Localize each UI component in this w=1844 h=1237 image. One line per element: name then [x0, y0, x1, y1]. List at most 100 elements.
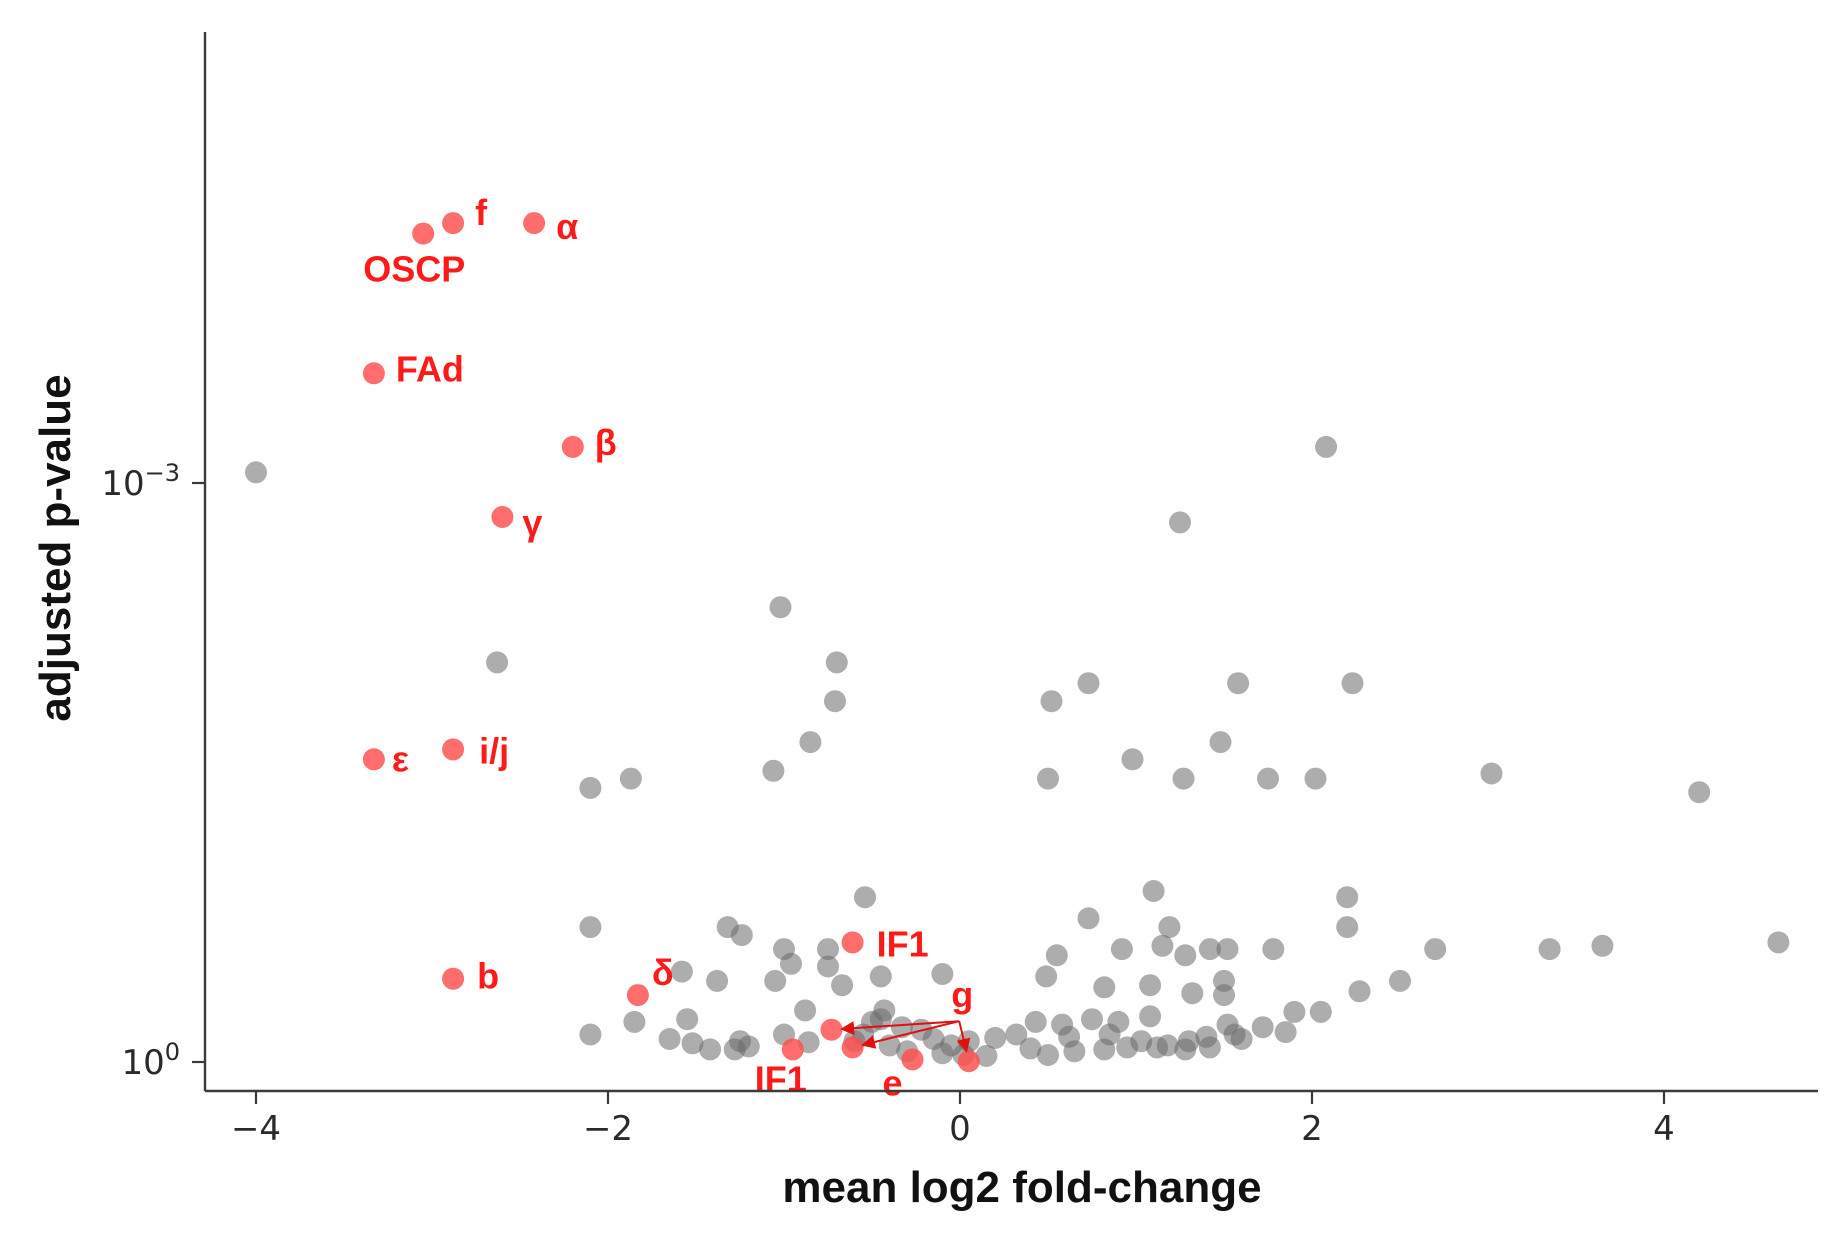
data-point [1158, 916, 1181, 939]
data-point [1045, 944, 1068, 967]
data-point [1348, 980, 1371, 1003]
data-point [1283, 1000, 1306, 1023]
data-point [1216, 938, 1239, 961]
data-point [1093, 1038, 1116, 1061]
data-point [1688, 781, 1711, 804]
highlighted-point [561, 435, 584, 458]
data-point [764, 969, 787, 992]
highlighted-point [820, 1018, 843, 1041]
data-point [831, 974, 854, 997]
data-point [1077, 907, 1100, 930]
highlighted-point [362, 362, 385, 385]
point-label: FAd [396, 348, 464, 389]
point-label: β [595, 422, 617, 463]
highlighted-point [841, 1036, 864, 1059]
point-label: OSCP [363, 249, 465, 290]
data-point [1110, 938, 1133, 961]
data-point [676, 1008, 699, 1031]
data-point [1480, 762, 1503, 785]
x-axis-title: mean log2 fold-change [782, 1163, 1261, 1212]
data-point [1139, 1005, 1162, 1028]
data-point [1146, 1036, 1169, 1059]
data-point [1121, 748, 1144, 771]
data-point [579, 776, 602, 799]
point-label: e [883, 1062, 903, 1103]
highlighted-point [362, 748, 385, 771]
x-tick-label: 4 [1653, 1109, 1675, 1149]
data-point [824, 690, 846, 713]
data-point [1151, 934, 1174, 957]
data-point [1181, 982, 1204, 1005]
data-point [931, 963, 954, 985]
annotation-arrow [956, 1020, 971, 1053]
data-point [1591, 934, 1614, 957]
data-point [1024, 1010, 1047, 1033]
highlighted-point [841, 931, 864, 954]
data-point [1227, 672, 1250, 695]
annotation-arrow [861, 1020, 960, 1049]
data-point [817, 938, 839, 961]
x-tick-label: 0 [949, 1109, 971, 1149]
point-label: γ [522, 502, 542, 543]
data-point [623, 1010, 646, 1033]
data-point [1037, 1044, 1059, 1066]
highlighted-point [901, 1048, 924, 1071]
data-point [1063, 1040, 1086, 1063]
data-point [869, 1008, 892, 1031]
data-point [1274, 1021, 1297, 1044]
data-point [486, 651, 509, 674]
data-point [1336, 916, 1359, 939]
x-tick-label: −2 [583, 1109, 633, 1149]
data-point [1093, 976, 1116, 999]
x-tick-label: −4 [231, 1109, 281, 1149]
data-point [699, 1038, 722, 1061]
data-point [1304, 767, 1327, 790]
highlighted-point [442, 967, 465, 990]
annotation-arrow [840, 1020, 960, 1036]
y-tick-label: 100 [121, 1038, 180, 1083]
data-point [706, 969, 729, 992]
data-point [890, 1016, 913, 1039]
highlighted-point [781, 1038, 804, 1061]
data-point [869, 965, 892, 988]
data-point [780, 952, 802, 975]
highlighted-point [523, 212, 546, 235]
data-point [854, 886, 876, 909]
data-point [1139, 974, 1162, 997]
data-point [1116, 1036, 1139, 1059]
data-point [817, 955, 839, 978]
data-point [1019, 1037, 1042, 1060]
data-point [1262, 938, 1285, 961]
data-point [1005, 1023, 1028, 1046]
data-point [1251, 1016, 1274, 1039]
data-point [1040, 690, 1063, 713]
y-axis-title: adjusted p-value [31, 374, 80, 721]
data-point [799, 731, 822, 754]
data-point [619, 767, 642, 790]
data-point [1389, 969, 1411, 992]
point-label: ε [392, 738, 409, 779]
data-point [931, 1042, 954, 1065]
data-point [1230, 1028, 1253, 1050]
data-point [794, 999, 817, 1022]
data-point [579, 1023, 602, 1046]
data-point [1198, 938, 1221, 961]
point-label: i/j [479, 730, 509, 771]
data-point [730, 924, 753, 947]
data-point [1213, 984, 1235, 1007]
axes [203, 32, 1818, 1093]
data-point [1315, 435, 1338, 458]
data-point [1077, 672, 1100, 695]
data-point [1424, 938, 1447, 961]
data-point [1037, 767, 1059, 790]
highlighted-point [491, 506, 514, 528]
data-point [1172, 767, 1195, 790]
data-point [984, 1026, 1007, 1049]
data-point [1216, 1013, 1239, 1036]
highlighted-point [442, 738, 465, 761]
point-label: IF1 [755, 1058, 807, 1099]
data-point [1767, 931, 1790, 954]
point-label: α [556, 206, 578, 247]
